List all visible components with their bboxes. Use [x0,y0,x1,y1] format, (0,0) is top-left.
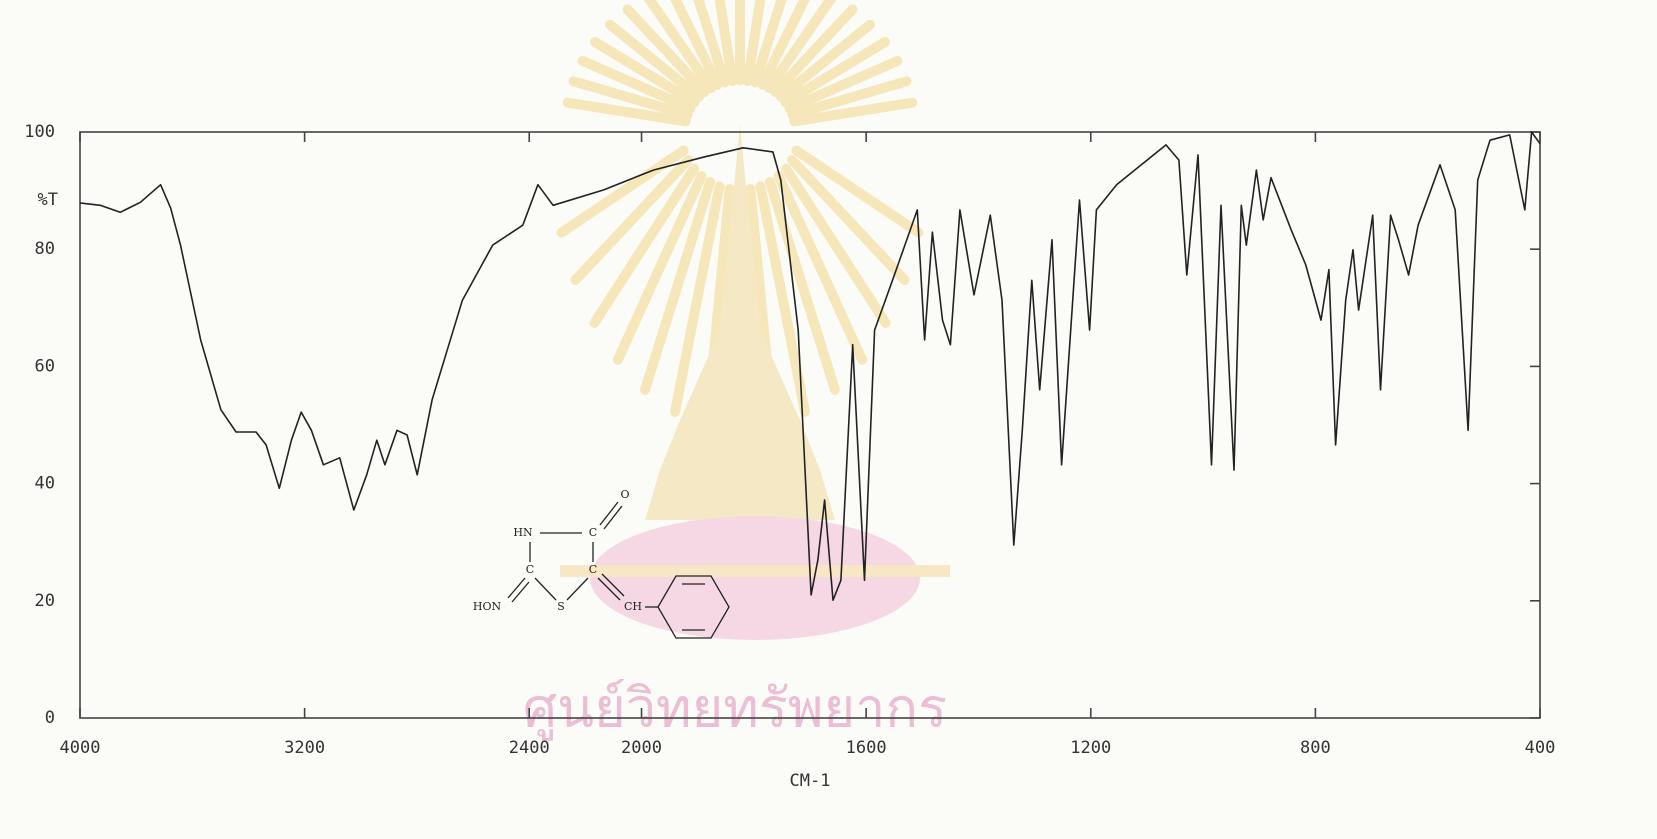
logo-ray [612,170,707,365]
logo-ray [640,176,715,395]
y-tick-label: 60 [35,356,55,376]
logo-ray [714,0,738,86]
logo-ray [770,4,858,98]
logo-ray [784,55,903,114]
logo-ray [755,181,810,417]
structure-label: S [557,600,565,613]
logo-ray [780,36,891,108]
logo-ray [570,155,694,285]
structure-label: C [589,563,597,576]
x-tick-label: 400 [1525,738,1556,758]
logo-ray [787,76,912,120]
logo-ray [791,145,924,238]
logo-ray [750,0,787,88]
y-tick-label: 40 [35,474,55,494]
structure-label: C [526,563,534,576]
structure-label: HN [513,526,533,539]
spectrum-line [79,131,1541,601]
logo-ray [589,163,700,328]
logo-ray [604,19,705,102]
y-tick-label: 0 [45,708,55,728]
x-tick-label: 1600 [846,738,887,758]
x-axis-label: CM-1 [790,771,831,791]
structure-label: CH [624,600,642,613]
structure-diagram: O HN C C C HON S CH [473,488,730,639]
logo-ray [643,0,716,94]
logo-ray [577,55,696,114]
y-tick-label: 80 [35,239,55,259]
logo-ray [764,0,837,94]
x-tick-label: 2400 [509,738,550,758]
x-tick-label: 1200 [1070,738,1111,758]
y-tick-label: 100 [24,122,55,142]
logo-ray [670,181,725,417]
logo-ray [562,97,691,127]
logo-ray [765,176,840,395]
logo-ray [693,0,730,88]
logo-ray [556,145,689,238]
y-tick-label: 20 [35,591,55,611]
logo-ray [789,97,918,127]
logo-ray [742,0,766,86]
x-tick-label: 4000 [60,738,101,758]
x-tick-label: 3200 [284,738,325,758]
logo-ray [773,170,868,365]
y-axis-label: %T [38,190,58,210]
structure-label: O [620,488,629,501]
logo-ray [589,36,700,108]
x-tick-label: 800 [1300,738,1331,758]
watermark-text: ศูนย์วิทยทรัพยากร [523,677,947,741]
structure-label: C [589,526,597,539]
logo-ray [775,19,876,102]
structure-label: HON [473,600,502,613]
logo-ray [568,76,693,120]
plot-frame [79,131,1541,719]
watermark-logo [556,0,950,640]
logo-ray [757,0,810,90]
logo-ray [670,0,723,90]
logo-ray [786,155,910,285]
x-tick-label: 2000 [621,738,662,758]
logo-ray [622,4,710,98]
logo-ray [780,163,891,328]
